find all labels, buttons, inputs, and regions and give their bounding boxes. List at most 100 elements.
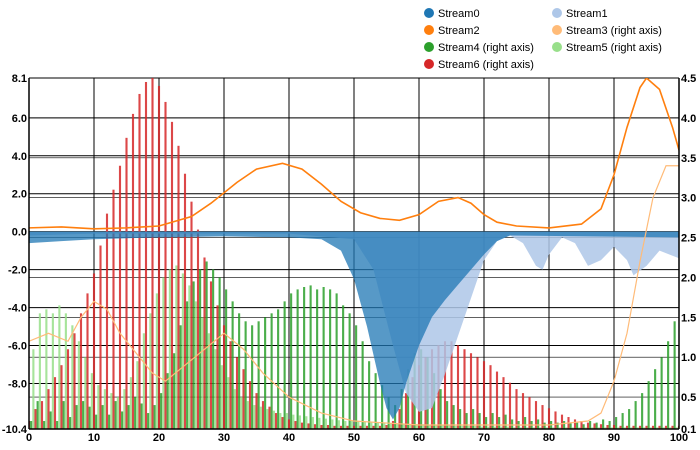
y-tick-label-left: 6.0 <box>12 113 27 125</box>
bar-stream5 <box>266 409 269 429</box>
bar-stream6 <box>456 345 460 429</box>
bar-stream4 <box>595 422 598 429</box>
x-tick-label: 70 <box>478 432 490 444</box>
legend-item-stream3[interactable]: Stream3 (right axis) <box>552 25 662 37</box>
bar-stream6 <box>346 425 349 429</box>
bar-stream6 <box>131 113 135 429</box>
bar-stream4 <box>238 313 241 429</box>
x-tick-label: 0 <box>26 432 32 444</box>
bar-stream5 <box>311 417 314 429</box>
y-tick-label-right: 4.0 <box>681 113 696 125</box>
bar-stream5 <box>292 414 295 429</box>
bar-stream6 <box>105 213 109 429</box>
bar-stream4 <box>589 421 592 429</box>
area-stream0 <box>29 231 679 420</box>
bar-stream6 <box>118 165 122 429</box>
bar-stream5 <box>389 423 392 429</box>
bar-stream5 <box>630 427 633 429</box>
legend-item-stream0[interactable]: Stream0 <box>424 8 480 20</box>
bar-stream4 <box>199 269 202 429</box>
y-tick-label-right: 3.0 <box>681 193 696 205</box>
y-tick-label-left: 4.0 <box>12 151 27 163</box>
bar-stream4 <box>647 381 650 429</box>
bar-stream5 <box>435 425 438 429</box>
bar-stream4 <box>537 419 540 429</box>
bar-stream5 <box>610 427 613 429</box>
bar-stream5 <box>344 421 347 429</box>
bar-stream5 <box>506 426 509 429</box>
bar-stream4 <box>322 287 325 429</box>
bar-stream6 <box>313 424 317 429</box>
bar-stream5 <box>123 389 126 429</box>
bar-stream5 <box>480 426 483 429</box>
bar-stream5 <box>116 397 119 429</box>
bar-stream6 <box>40 401 44 429</box>
bar-stream6 <box>664 425 668 429</box>
bar-stream5 <box>32 349 35 429</box>
bar-stream4 <box>283 301 286 429</box>
bar-stream4 <box>628 409 631 429</box>
bar-stream4 <box>556 422 559 429</box>
bar-stream4 <box>121 411 124 429</box>
bar-stream4 <box>491 413 494 429</box>
bar-stream5 <box>337 420 340 429</box>
bar-stream5 <box>578 427 581 429</box>
bar-stream4 <box>459 409 462 429</box>
bar-stream5 <box>207 333 210 429</box>
y-tick-label-right: 1.0 <box>681 352 696 364</box>
legend-item-stream1[interactable]: Stream1 <box>552 8 608 20</box>
bar-stream4 <box>335 293 338 429</box>
bar-stream4 <box>212 269 215 429</box>
bar-stream5 <box>227 377 230 429</box>
bar-stream6 <box>391 421 395 429</box>
bar-stream6 <box>144 81 148 429</box>
bar-stream6 <box>255 393 258 429</box>
bar-stream6 <box>281 417 284 429</box>
bar-stream5 <box>298 415 301 429</box>
bar-stream6 <box>586 422 590 429</box>
bar-stream5 <box>396 423 399 429</box>
legend-item-stream2[interactable]: Stream2 <box>424 25 480 37</box>
bar-stream6 <box>463 349 466 429</box>
bar-stream5 <box>552 427 555 429</box>
bar-stream5 <box>539 427 542 429</box>
legend-item-stream4[interactable]: Stream4 (right axis) <box>424 42 534 54</box>
bar-stream4 <box>634 401 637 429</box>
bar-stream4 <box>602 419 605 429</box>
bar-stream4 <box>608 421 611 429</box>
bar-stream5 <box>110 393 113 429</box>
bar-stream5 <box>617 427 620 429</box>
x-tick-label: 90 <box>608 432 620 444</box>
bar-stream5 <box>467 425 470 429</box>
bar-stream4 <box>621 413 624 429</box>
bar-stream5 <box>233 389 236 429</box>
bar-stream4 <box>153 405 156 429</box>
bar-stream6 <box>170 121 174 429</box>
bar-stream4 <box>569 423 572 429</box>
bar-stream6 <box>326 425 330 429</box>
bar-stream5 <box>662 427 665 429</box>
bar-stream4 <box>504 414 507 429</box>
bar-stream6 <box>515 389 518 429</box>
bar-stream5 <box>493 426 496 429</box>
bar-stream6 <box>398 409 401 429</box>
legend-label: Stream3 (right axis) <box>566 25 662 37</box>
bar-stream4 <box>179 325 182 429</box>
bar-stream6 <box>248 381 252 429</box>
bar-stream4 <box>82 401 85 429</box>
bar-stream5 <box>45 309 48 429</box>
bar-stream5 <box>253 405 256 429</box>
bar-stream6 <box>53 377 57 429</box>
legend-marker <box>552 8 562 18</box>
legend-item-stream6[interactable]: Stream6 (right axis) <box>424 59 534 71</box>
bar-stream6 <box>125 137 128 429</box>
legend[interactable]: Stream0 Stream1 Stream2 Stream3 (right axis… <box>424 8 662 71</box>
legend-item-stream5[interactable]: Stream5 (right axis) <box>552 42 662 54</box>
bar-stream4 <box>394 405 397 429</box>
bar-stream4 <box>465 413 468 429</box>
bar-stream4 <box>498 417 501 429</box>
axes: 0 10 20 30 40 50 60 70 80 90 100 8.1 6.0 4.0 2.0 0.0 -2.… <box>2 73 696 444</box>
bar-stream4 <box>374 373 377 429</box>
bar-stream5 <box>84 357 87 429</box>
bar-stream6 <box>274 413 278 429</box>
